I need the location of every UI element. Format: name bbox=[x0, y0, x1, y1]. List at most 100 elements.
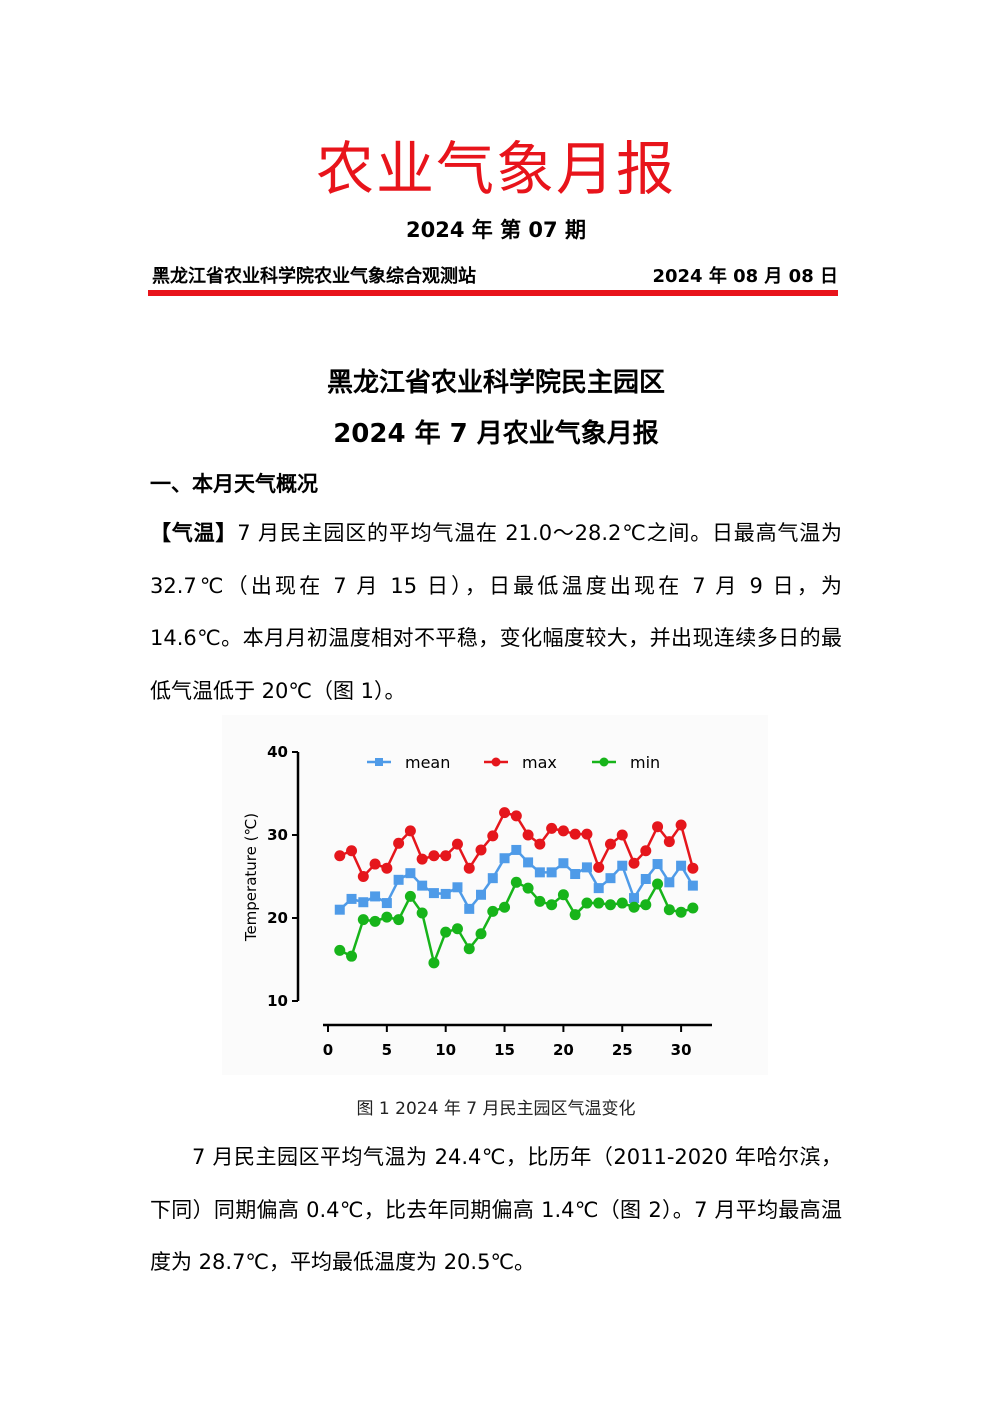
organization: 黑龙江省农业科学院农业气象综合观测站 bbox=[152, 266, 476, 287]
y-tick-label: 30 bbox=[267, 826, 288, 844]
point-min bbox=[604, 899, 616, 911]
point-mean bbox=[381, 898, 392, 909]
point-mean bbox=[640, 873, 651, 884]
point-max bbox=[487, 830, 499, 842]
point-max bbox=[475, 844, 487, 856]
series-line-min bbox=[339, 880, 694, 968]
publish-date: 2024 年 08 月 08 日 bbox=[652, 266, 838, 287]
chart-svg: 10 20 30 40 0 5 10 15 20 25 30 Temperature (℃) mean m… bbox=[242, 743, 712, 1059]
figure-caption: 图 1 2024 年 7 月民主园区气温变化 bbox=[356, 1099, 636, 1119]
point-mean bbox=[617, 860, 628, 871]
x-tick-label: 15 bbox=[494, 1041, 515, 1059]
y-tick-label: 40 bbox=[267, 743, 288, 761]
legend-label-mean: mean bbox=[405, 753, 450, 772]
point-mean bbox=[346, 893, 357, 904]
point-max bbox=[640, 845, 652, 857]
x-tick-label: 20 bbox=[553, 1041, 574, 1059]
point-mean bbox=[546, 867, 557, 878]
point-max bbox=[522, 829, 534, 841]
point-max bbox=[546, 822, 558, 834]
y-tick-label: 10 bbox=[267, 992, 288, 1010]
point-mean bbox=[487, 873, 498, 884]
point-min bbox=[404, 890, 416, 902]
point-mean bbox=[605, 873, 616, 884]
point-max bbox=[604, 838, 616, 850]
point-max bbox=[381, 862, 393, 874]
point-mean bbox=[652, 859, 663, 870]
legend-marker-max bbox=[491, 757, 501, 767]
point-max bbox=[499, 807, 511, 819]
point-max bbox=[463, 862, 475, 874]
point-mean bbox=[676, 860, 687, 871]
point-min bbox=[616, 897, 628, 909]
point-min bbox=[369, 915, 381, 927]
point-mean bbox=[428, 888, 439, 899]
point-max bbox=[440, 850, 452, 862]
point-max bbox=[675, 819, 687, 831]
point-min bbox=[546, 899, 558, 911]
point-mean bbox=[664, 877, 675, 888]
point-min bbox=[534, 895, 546, 907]
point-max bbox=[357, 871, 369, 882]
point-min bbox=[334, 944, 346, 956]
point-min bbox=[675, 906, 687, 918]
point-min bbox=[652, 878, 664, 890]
legend-marker-min bbox=[599, 757, 609, 767]
point-min bbox=[593, 897, 605, 909]
point-max bbox=[652, 821, 664, 833]
point-min bbox=[522, 882, 534, 894]
x-tick-label: 0 bbox=[323, 1041, 333, 1059]
point-max bbox=[451, 838, 463, 850]
point-max bbox=[334, 850, 346, 862]
x-tick-label: 5 bbox=[382, 1041, 392, 1059]
point-min bbox=[381, 911, 393, 923]
point-min bbox=[663, 904, 675, 916]
point-mean bbox=[558, 858, 569, 869]
point-max bbox=[663, 836, 675, 848]
series-line-max bbox=[339, 811, 695, 879]
point-mean bbox=[440, 888, 451, 899]
divider bbox=[148, 290, 838, 296]
point-mean bbox=[534, 867, 545, 878]
point-max bbox=[616, 829, 628, 841]
point-min bbox=[569, 909, 581, 921]
point-mean bbox=[417, 880, 428, 891]
para-text: 7 月民主园区的平均气温在 21.0～28.2℃之间。日最高气温为 32.7℃（… bbox=[150, 521, 843, 703]
point-mean bbox=[629, 893, 640, 904]
point-mean bbox=[523, 857, 534, 868]
point-mean bbox=[476, 889, 487, 900]
point-min bbox=[451, 923, 463, 935]
point-min bbox=[416, 907, 428, 919]
paragraph-temperature: 【气温】7 月民主园区的平均气温在 21.0～28.2℃之间。日最高气温为 32… bbox=[150, 507, 842, 717]
point-max bbox=[393, 837, 405, 849]
point-max bbox=[687, 862, 699, 874]
point-min bbox=[475, 928, 487, 940]
legend-label-max: max bbox=[522, 753, 557, 772]
point-mean bbox=[511, 844, 522, 855]
point-min bbox=[687, 902, 699, 914]
report-title-line2: 2024 年 7 月农业气象月报 bbox=[333, 419, 659, 449]
point-mean bbox=[570, 869, 581, 880]
point-mean bbox=[393, 874, 404, 885]
point-max bbox=[416, 853, 428, 865]
point-min bbox=[628, 901, 640, 913]
point-max bbox=[369, 858, 381, 870]
point-max bbox=[581, 828, 593, 840]
paragraph-summary: 7 月民主园区平均气温为 24.4℃，比历年（2011-2020 年哈尔滨，下同… bbox=[150, 1145, 842, 1274]
point-min bbox=[440, 926, 452, 938]
y-tick-label: 20 bbox=[267, 909, 288, 927]
point-min bbox=[499, 901, 511, 913]
point-min bbox=[393, 914, 405, 926]
point-max bbox=[404, 825, 416, 837]
point-mean bbox=[334, 904, 345, 915]
point-max bbox=[510, 810, 522, 822]
legend-marker-mean bbox=[375, 758, 383, 766]
x-tick-label: 25 bbox=[612, 1041, 633, 1059]
point-max bbox=[569, 828, 581, 840]
section-heading: 一、本月天气概况 bbox=[150, 472, 318, 496]
point-max bbox=[534, 838, 546, 850]
point-mean bbox=[452, 882, 463, 893]
point-min bbox=[487, 905, 499, 917]
y-axis-label: Temperature (℃) bbox=[242, 813, 260, 942]
